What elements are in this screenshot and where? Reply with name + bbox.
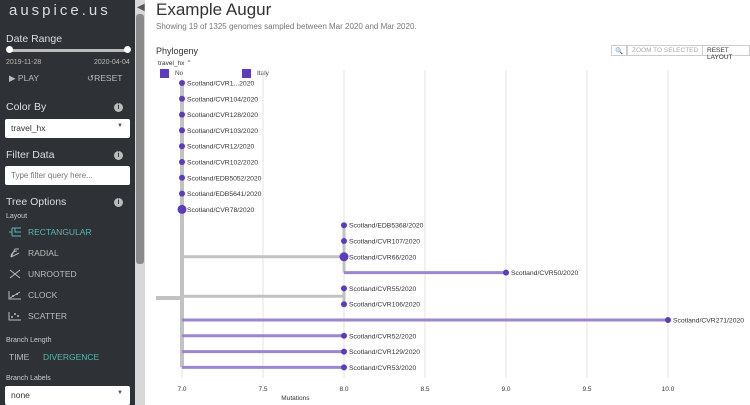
tip-node — [341, 238, 347, 244]
scatter-icon — [8, 312, 21, 321]
color-by-select[interactable]: travel_hx ▼ — [5, 119, 130, 138]
tree-options-title: Tree Options — [6, 196, 67, 208]
tip-node — [179, 95, 185, 102]
legend-item-no[interactable]: No — [160, 69, 183, 78]
tip-label: Scotland/CVR102/2020 — [187, 160, 258, 167]
layout-radial[interactable]: RADIAL — [8, 248, 59, 258]
main-panel: Example Augur Showing 19 of 1325 genomes… — [145, 0, 750, 405]
tip-label: Scotland/CVR53/2020 — [349, 365, 416, 372]
branch-labels-label: Branch Labels — [6, 375, 51, 382]
tip-node — [341, 301, 347, 308]
clock-icon — [8, 291, 21, 300]
x-axis-label: Mutations — [281, 395, 310, 402]
tip-node — [341, 332, 347, 339]
search-icon: 🔍 — [615, 48, 624, 55]
date-range-slider-track[interactable] — [9, 49, 127, 52]
sidebar: auspice.us Date Range 2019-11-28 2020-04… — [0, 0, 135, 405]
tip-label: Scotland/CVR50/2020 — [511, 270, 578, 277]
filter-input[interactable] — [5, 166, 130, 185]
reset-button[interactable]: ↺RESET — [87, 73, 123, 83]
tip-node — [341, 364, 347, 371]
color-by-info-icon[interactable]: i — [114, 103, 123, 112]
x-tick-label: 10.0 — [662, 386, 675, 393]
layout-rectangular[interactable]: RECTANGULAR — [8, 227, 92, 237]
scrollbar-thumb[interactable] — [136, 14, 144, 264]
branch-length-label: Branch Length — [6, 337, 52, 344]
tip-label: Scotland/CVR12/2020 — [187, 144, 254, 151]
reset-icon: ↺ — [87, 73, 95, 83]
rectangular-tree-icon — [9, 227, 21, 237]
tip-label: Scotland/CVR128/2020 — [187, 112, 258, 119]
branch-labels-select[interactable]: none ▼ — [5, 386, 130, 405]
sidebar-scrollbar[interactable] — [135, 0, 145, 405]
tip-node — [503, 269, 509, 276]
branch-length-time[interactable]: TIME — [9, 352, 30, 362]
tip-node — [341, 222, 347, 229]
tip-label: Scotland/EDB5641/2020 — [187, 191, 262, 198]
tip-node — [341, 253, 347, 260]
filter-data-title: Filter Data — [6, 149, 55, 161]
play-icon: ▶ — [9, 73, 16, 83]
x-tick-label: 8.0 — [339, 386, 348, 393]
tip-label: Scotland/CVR55/2020 — [349, 286, 416, 293]
chevron-up-icon: ⌃ — [186, 60, 192, 67]
date-range-title: Date Range — [6, 33, 63, 45]
tip-label: Scotland/CVR78/2020 — [187, 207, 254, 214]
legend-toggle[interactable]: travel_hx ⌃ — [158, 60, 192, 67]
x-tick-label: 9.0 — [501, 386, 510, 393]
x-tick-label: 9.5 — [582, 386, 591, 393]
radial-tree-icon — [10, 248, 20, 258]
chevron-down-icon: ▼ — [117, 390, 123, 396]
page-title: Example Augur — [156, 0, 272, 19]
legend-swatch — [160, 69, 169, 78]
play-button[interactable]: ▶ PLAY — [9, 73, 40, 83]
page-subtitle: Showing 19 of 1325 genomes sampled betwe… — [156, 22, 417, 31]
layout-label: Layout — [6, 213, 28, 220]
date-range-start-handle[interactable] — [6, 46, 13, 53]
x-tick-label: 8.5 — [420, 386, 429, 393]
layout-unrooted[interactable]: UNROOTED — [8, 269, 77, 279]
phylogeny-tree: 7.0 7.5 8.0 8.5 9.0 9.5 10.0 Mutations Scotland/… — [156, 70, 744, 402]
tip-node — [665, 317, 671, 323]
tip-node — [341, 348, 347, 355]
tip-label: Scotland/CVR107/2020 — [349, 239, 420, 246]
layout-clock[interactable]: CLOCK — [8, 290, 57, 300]
tip-label: Scotland/CVR271/2020 — [673, 318, 744, 325]
tip-node — [179, 174, 185, 181]
date-range-end: 2020-04-04 — [94, 59, 130, 66]
tip-label: Scotland/EDB5368/2020 — [349, 223, 424, 230]
legend-swatch — [242, 69, 251, 78]
branch-length-divergence[interactable]: DIVERGENCE — [43, 352, 100, 362]
tip-label: Scotland/EDB5052/2020 — [187, 175, 262, 182]
tip-node — [179, 159, 185, 165]
tip-node — [179, 143, 185, 150]
tip-node — [179, 190, 185, 197]
date-range-start: 2019-11-28 — [6, 59, 42, 66]
x-tick-label: 7.5 — [258, 386, 267, 393]
filter-info-icon[interactable]: i — [114, 151, 123, 160]
tip-label: Scotland/CVR52/2020 — [349, 333, 416, 340]
tip-node — [179, 80, 185, 86]
x-tick-label: 7.0 — [177, 386, 186, 393]
phylogeny-title: Phylogeny — [156, 46, 199, 56]
tip-label: Scotland/CVR66/2020 — [349, 254, 416, 261]
tip-node — [177, 204, 187, 214]
date-range-end-handle[interactable] — [124, 46, 131, 53]
tip-node — [179, 111, 185, 118]
search-button[interactable]: 🔍 — [611, 45, 628, 56]
chevron-down-icon: ▼ — [117, 123, 123, 129]
tip-label: Scotland/CVR103/2020 — [187, 128, 258, 135]
tip-node — [341, 285, 347, 292]
layout-scatter[interactable]: SCATTER — [8, 311, 67, 321]
tip-label: Scotland/CVR1...2020 — [187, 81, 254, 88]
tip-label: Scotland/CVR106/2020 — [349, 302, 420, 309]
unrooted-tree-icon — [9, 269, 21, 279]
tip-node — [179, 127, 185, 134]
collapse-sidebar-icon[interactable]: ◀ — [137, 2, 145, 13]
tree-options-info-icon[interactable]: i — [114, 198, 123, 207]
color-by-title: Color By — [6, 101, 47, 113]
brand-logo[interactable]: auspice.us — [9, 2, 111, 19]
tip-label: Scotland/CVR104/2020 — [187, 96, 258, 103]
tip-label: Scotland/CVR129/2020 — [349, 349, 420, 356]
